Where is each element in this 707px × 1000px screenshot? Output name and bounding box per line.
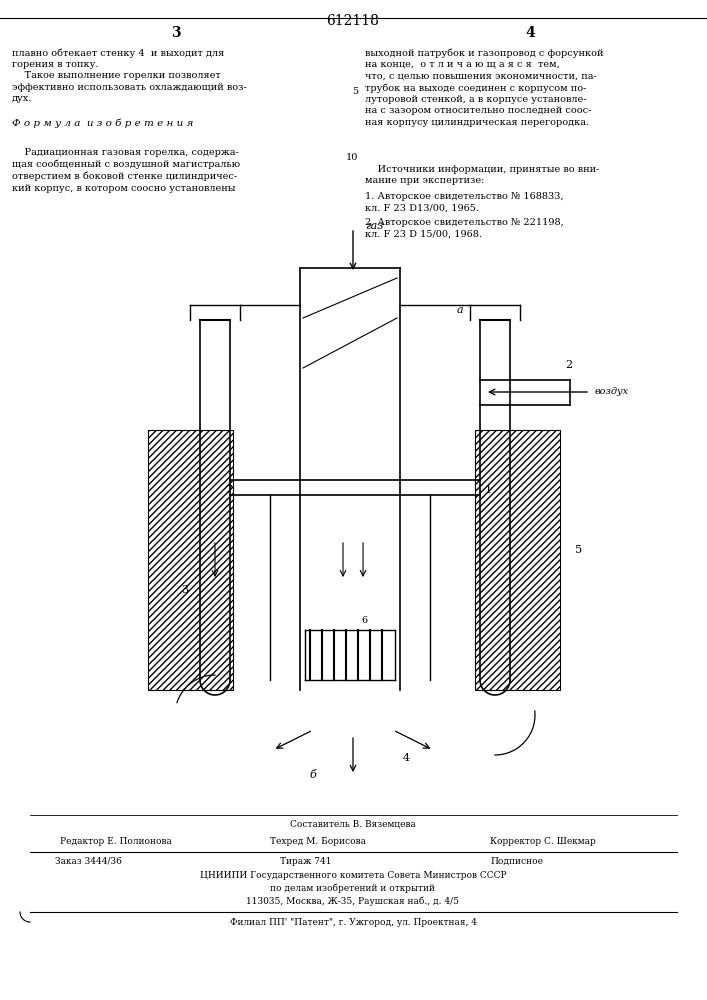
Text: 6: 6 [361, 616, 367, 625]
Text: 113035, Москва, Ж-35, Раушская наб., д. 4/5: 113035, Москва, Ж-35, Раушская наб., д. … [247, 896, 460, 906]
Text: 2: 2 [565, 360, 572, 370]
Text: 3: 3 [181, 585, 188, 595]
Text: Составитель В. Вяземцева: Составитель В. Вяземцева [290, 819, 416, 828]
Text: Радиационная газовая горелка, содержа-
щая сообщенный с воздушной магистралью
от: Радиационная газовая горелка, содержа- щ… [12, 148, 240, 193]
Text: а: а [457, 305, 463, 315]
Text: газ: газ [365, 221, 383, 231]
Bar [148, 430, 233, 690]
Text: 1: 1 [485, 485, 492, 495]
Text: Редактор Е. Полионова: Редактор Е. Полионова [60, 837, 172, 846]
Text: по делам изобретений и открытий: по делам изобретений и открытий [271, 884, 436, 893]
Bar [475, 430, 560, 690]
Text: 7: 7 [225, 485, 232, 495]
Text: 1. Авторское свидетельство № 168833,
кл. F 23 D13/00, 1965.: 1. Авторское свидетельство № 168833, кл.… [365, 192, 563, 212]
Text: 5: 5 [352, 88, 358, 97]
Text: Корректор С. Шекмар: Корректор С. Шекмар [490, 837, 596, 846]
Text: ЦНИИПИ Государственного комитета Совета Министров СССР: ЦНИИПИ Государственного комитета Совета … [199, 871, 506, 880]
Text: Техред М. Борисова: Техред М. Борисова [270, 837, 366, 846]
Text: выходной патрубок и газопровод с форсункой
на конце,  о т л и ч а ю щ а я с я  т: выходной патрубок и газопровод с форсунк… [365, 48, 604, 127]
Text: 10: 10 [346, 153, 358, 162]
Text: Источники информации, принятые во вни-
мание при экспертизе:: Источники информации, принятые во вни- м… [365, 165, 600, 185]
Text: плавно обтекает стенку 4  и выходит для
горения в топку.
    Такое выполнение го: плавно обтекает стенку 4 и выходит для г… [12, 48, 247, 103]
Text: Подписное: Подписное [490, 857, 543, 866]
Text: Тираж 741: Тираж 741 [280, 857, 332, 866]
Text: Ф о р м у л а  и з о б р е т е н и я: Ф о р м у л а и з о б р е т е н и я [12, 118, 194, 127]
Text: 2. Авторское свидетельство № 221198,
кл. F 23 D 15/00, 1968.: 2. Авторское свидетельство № 221198, кл.… [365, 218, 563, 238]
Text: 3: 3 [171, 26, 181, 40]
Text: б: б [310, 770, 316, 780]
Text: 5: 5 [575, 545, 582, 555]
Text: воздух: воздух [595, 387, 629, 396]
Text: 4: 4 [525, 26, 535, 40]
Text: Заказ 3444/36: Заказ 3444/36 [55, 857, 122, 866]
Text: 612118: 612118 [327, 14, 380, 28]
Text: Филиал ПП' "Патент", г. Ужгород, ул. Проектная, 4: Филиал ПП' "Патент", г. Ужгород, ул. Про… [230, 918, 477, 927]
Text: 4: 4 [403, 753, 410, 763]
